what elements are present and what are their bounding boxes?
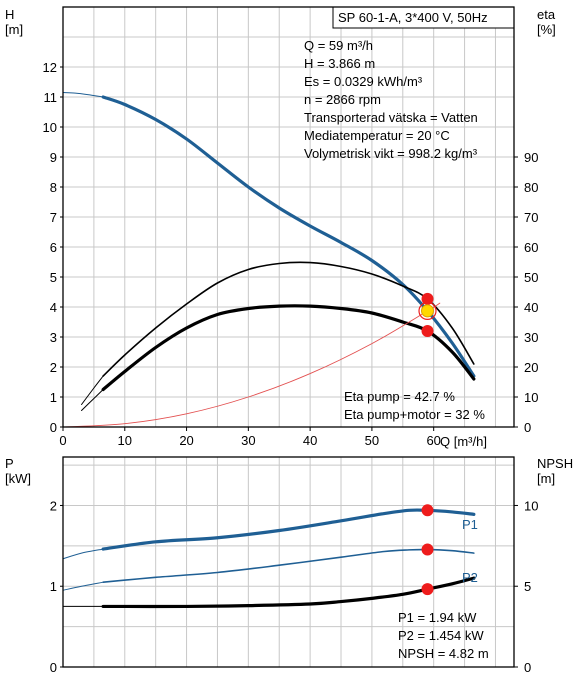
y-left-tick-label: 8: [50, 180, 57, 195]
info-density: Volymetrisk vikt = 998.2 kg/m³: [304, 146, 478, 161]
y-left-label-1: P: [5, 456, 14, 471]
p2-ext-curve: [62, 581, 104, 591]
grid: [63, 457, 514, 667]
p2-curve: [102, 548, 475, 583]
eta-pump-ext-curve: [81, 375, 104, 405]
info-panel: Q = 59 m³/h H = 3.866 m Es = 0.0329 kWh/…: [304, 38, 478, 161]
y-left-tick-label: 1: [50, 390, 57, 405]
y-left-tick-label: 0: [50, 660, 57, 675]
y-left-tick-label: 3: [50, 330, 57, 345]
x-tick-label: 60: [426, 433, 440, 448]
duty-point-marker: [421, 304, 435, 318]
y-left-tick-label: 6: [50, 240, 57, 255]
y-left-tick-label: 9: [50, 150, 57, 165]
info-speed: n = 2866 rpm: [304, 92, 381, 107]
y-right-tick-label: 5: [524, 579, 531, 594]
plot-frame: [62, 456, 515, 668]
operating-point-marker: [421, 543, 434, 556]
y-left-tick-label: 0: [50, 420, 57, 435]
y-left-tick-label: 10: [43, 120, 57, 135]
p2-value: P2 = 1.454 kW: [398, 628, 484, 643]
x-tick-label: 40: [303, 433, 317, 448]
info-temperature: Mediatemperatur = 20 °C: [304, 128, 450, 143]
y-right-tick-label: 80: [524, 180, 538, 195]
y-right-label-1: NPSH: [537, 456, 573, 471]
p1-curve: [101, 508, 476, 551]
y-right-tick-label: 90: [524, 150, 538, 165]
y-left-tick-label: 7: [50, 210, 57, 225]
y-left-label-1: H: [5, 7, 14, 22]
info-energy: Es = 0.0329 kWh/m³: [304, 74, 423, 89]
y-right-tick-label: 70: [524, 210, 538, 225]
p1-curve-label: P1: [462, 517, 478, 532]
y-right-tick-label: 0: [524, 660, 531, 675]
p2-curve-label: P2: [462, 570, 478, 585]
markers: [421, 504, 434, 596]
system-curve-curve: [62, 302, 441, 428]
y-right-tick-label: 40: [524, 300, 538, 315]
curves: [62, 92, 476, 428]
eta-pump-curve: [102, 261, 475, 377]
curves: [62, 508, 476, 609]
y-right-tick-label: 20: [524, 360, 538, 375]
y-right-tick-label: 10: [524, 390, 538, 405]
y-left-label-2: [kW]: [5, 471, 31, 486]
operating-point-marker: [421, 292, 434, 305]
x-tick-label: 0: [59, 433, 66, 448]
y-right-label-2: [%]: [537, 22, 556, 37]
y-left-tick-label: 1: [50, 579, 57, 594]
p1-ext-curve: [62, 548, 104, 560]
duty-point-ring: [418, 301, 437, 320]
p1-value: P1 = 1.94 kW: [398, 610, 477, 625]
eta-total-ext-curve: [81, 389, 104, 411]
x-tick-label: 20: [179, 433, 193, 448]
x-tick-label: 30: [241, 433, 255, 448]
y-left-tick-label: 2: [50, 360, 57, 375]
info-head: H = 3.866 m: [304, 56, 375, 71]
y-right-label-1: eta: [537, 7, 556, 22]
y-left-tick-label: 5: [50, 270, 57, 285]
info-flow: Q = 59 m³/h: [304, 38, 373, 53]
head-ext-curve: [62, 92, 104, 98]
eta-total-value: Eta pump+motor = 32 %: [344, 407, 485, 422]
plot-frame: [62, 6, 515, 428]
npsh-value: NPSH = 4.82 m: [398, 646, 489, 661]
y-right-tick-label: 30: [524, 330, 538, 345]
x-tick-label: 10: [118, 433, 132, 448]
x-tick-label: 50: [365, 433, 379, 448]
y-right-tick-label: 50: [524, 270, 538, 285]
info-liquid: Transporterad vätska = Vatten: [304, 110, 478, 125]
power-npsh-chart: 0 1 2 0 5 10 P [kW] NPSH [m] P1 P2 P1 = 1.94 …: [5, 456, 573, 675]
operating-point-marker: [421, 583, 434, 596]
x-axis-label: Q [m³/h]: [440, 434, 487, 449]
y-left-tick-label: 11: [44, 90, 58, 105]
tick-labels: 0 1 2 0 5 10: [50, 498, 539, 675]
eta-total-curve: [101, 304, 476, 392]
y-left-tick-label: 12: [43, 60, 57, 75]
y-right-tick-label: 0: [524, 420, 531, 435]
y-left-tick-label: 2: [50, 498, 57, 513]
markers: [418, 292, 437, 337]
operating-point-marker: [421, 504, 434, 517]
npsh-curve: [101, 576, 476, 609]
y-right-label-2: [m]: [537, 471, 555, 486]
eta-pump-value: Eta pump = 42.7 %: [344, 389, 455, 404]
chart-title: SP 60-1-A, 3*400 V, 50Hz: [338, 10, 488, 25]
y-left-label-2: [m]: [5, 22, 23, 37]
y-right-tick-label: 60: [524, 240, 538, 255]
y-right-tick-label: 10: [524, 498, 538, 513]
operating-point-marker: [421, 325, 434, 337]
y-left-tick-label: 4: [50, 300, 57, 315]
grid: [63, 7, 514, 427]
